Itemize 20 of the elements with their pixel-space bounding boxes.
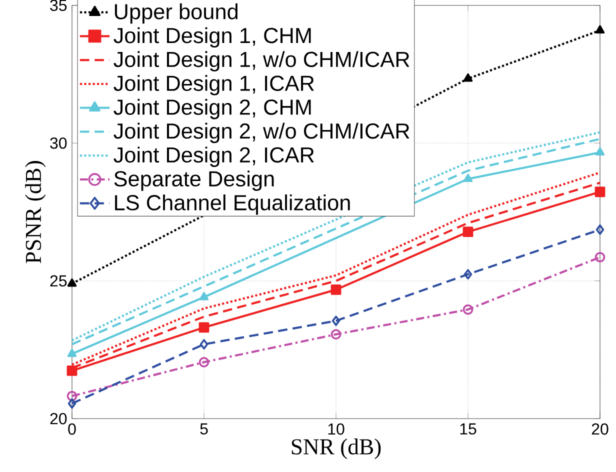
legend-label: Upper bound xyxy=(114,3,238,24)
x-tick-label: 15 xyxy=(460,423,476,435)
x-tick-label: 0 xyxy=(68,423,76,435)
legend-label: Joint Design 1, w/o CHM/ICAR xyxy=(114,51,410,72)
x-axis-title: SNR (dB) xyxy=(292,438,381,460)
legend-label: LS Channel Equalization xyxy=(115,194,350,215)
y-tick-label: 20 xyxy=(50,413,67,424)
legend-label: Joint Design 2, ICAR xyxy=(114,146,314,167)
y-tick-label: 25 xyxy=(50,275,67,287)
x-tick-label: 20 xyxy=(592,423,608,435)
x-tick-label: 5 xyxy=(200,423,208,435)
legend-label: Joint Design 1, ICAR xyxy=(114,75,314,96)
legend-label: Joint Design 1, CHM xyxy=(114,27,311,48)
x-tick-label: 10 xyxy=(328,423,344,435)
legend-label: Joint Design 2, CHM xyxy=(114,98,311,120)
y-axis-title: PSNR (dB) xyxy=(25,161,46,264)
y-tick-label: 30 xyxy=(50,137,67,149)
y-tick-label: 35 xyxy=(50,0,67,11)
legend-label: Joint Design 2, w/o CHM/ICAR xyxy=(114,122,410,144)
legend-label: Separate Design xyxy=(114,170,274,191)
